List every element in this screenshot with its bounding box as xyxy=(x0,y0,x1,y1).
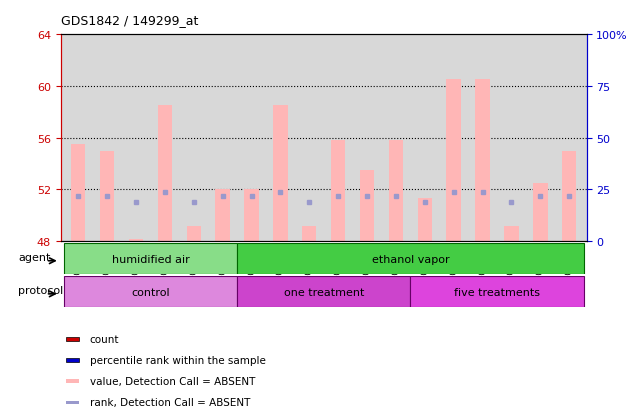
Bar xyxy=(187,226,201,242)
Bar xyxy=(129,239,143,242)
Bar xyxy=(66,337,79,341)
Bar xyxy=(533,183,547,242)
Text: percentile rank within the sample: percentile rank within the sample xyxy=(90,355,265,365)
Bar xyxy=(417,199,432,242)
Bar xyxy=(410,277,583,308)
Bar xyxy=(504,226,519,242)
Text: humidified air: humidified air xyxy=(112,254,189,264)
Bar xyxy=(273,106,288,242)
Bar xyxy=(66,358,79,362)
Text: agent: agent xyxy=(18,252,51,262)
Text: protocol: protocol xyxy=(18,285,63,295)
Bar xyxy=(360,171,374,242)
Bar xyxy=(64,244,237,275)
Bar xyxy=(331,141,345,242)
Bar xyxy=(71,145,85,242)
Text: five treatments: five treatments xyxy=(454,287,540,297)
Bar xyxy=(215,190,230,242)
Bar xyxy=(66,401,79,404)
Bar xyxy=(237,277,410,308)
Bar xyxy=(244,190,259,242)
Bar xyxy=(100,151,114,242)
Text: one treatment: one treatment xyxy=(283,287,364,297)
Bar xyxy=(388,141,403,242)
Bar xyxy=(476,80,490,242)
Bar xyxy=(158,106,172,242)
Text: count: count xyxy=(90,334,119,344)
Bar xyxy=(446,80,461,242)
Text: rank, Detection Call = ABSENT: rank, Detection Call = ABSENT xyxy=(90,397,250,408)
Text: value, Detection Call = ABSENT: value, Detection Call = ABSENT xyxy=(90,376,255,386)
Bar xyxy=(237,244,583,275)
Bar xyxy=(66,380,79,383)
Bar xyxy=(302,226,317,242)
Bar xyxy=(64,277,237,308)
Bar xyxy=(562,151,576,242)
Text: control: control xyxy=(131,287,170,297)
Text: ethanol vapor: ethanol vapor xyxy=(372,254,449,264)
Text: GDS1842 / 149299_at: GDS1842 / 149299_at xyxy=(61,14,198,27)
